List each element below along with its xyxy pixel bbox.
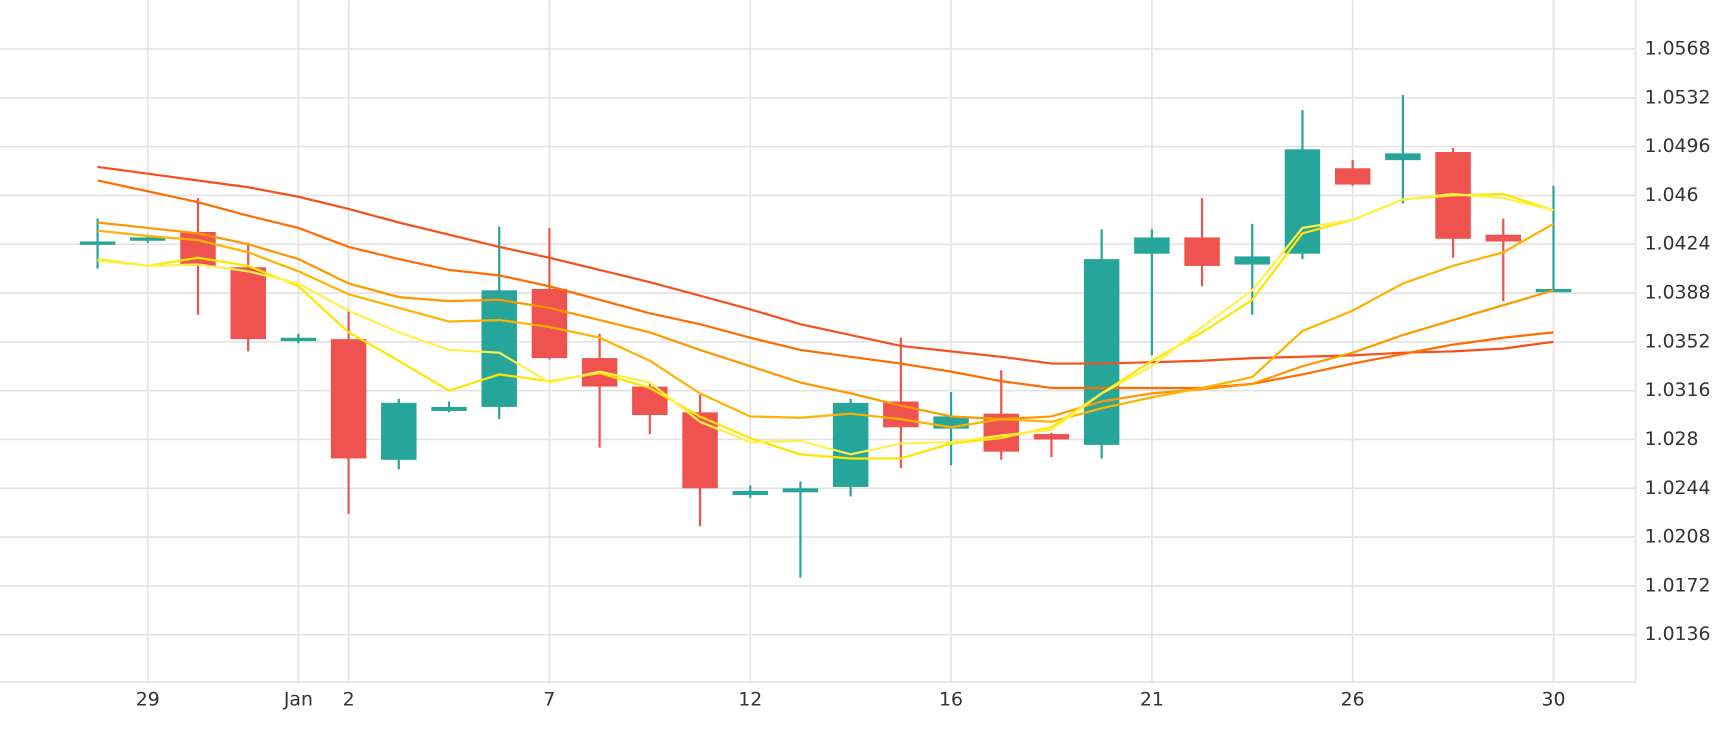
candle-body <box>1184 237 1220 266</box>
y-tick-label: 1.046 <box>1645 185 1699 206</box>
candle-body <box>1083 259 1120 445</box>
x-tick-label: 30 <box>1541 689 1565 710</box>
candle-body <box>832 402 869 487</box>
moving-average <box>97 179 1554 390</box>
x-tick-label: 12 <box>738 689 762 710</box>
candle-body <box>280 337 317 342</box>
y-tick-label: 1.0244 <box>1645 478 1711 499</box>
candle-body <box>1284 149 1321 254</box>
y-tick-label: 1.0388 <box>1645 283 1711 304</box>
candle-body <box>682 412 718 489</box>
y-tick-label: 1.0424 <box>1645 234 1711 255</box>
y-tick-label: 1.0568 <box>1645 38 1711 59</box>
x-tick-label: Jan <box>283 689 313 710</box>
candle-body <box>330 339 367 459</box>
moving-average <box>97 222 1554 429</box>
candle-body <box>1234 256 1271 265</box>
x-tick-label: 16 <box>939 689 963 710</box>
moving-average <box>97 165 1554 365</box>
y-tick-label: 1.0208 <box>1645 527 1711 548</box>
candle-body <box>230 267 266 340</box>
candle-body <box>1033 434 1070 440</box>
candle-body <box>1485 234 1522 242</box>
y-tick-label: 1.0136 <box>1645 624 1711 645</box>
candle-body <box>1334 168 1371 185</box>
y-tick-label: 1.0172 <box>1645 575 1711 596</box>
candle-body <box>79 241 116 245</box>
candle-body <box>531 288 568 359</box>
candle-body <box>381 402 417 460</box>
candle-body <box>732 490 768 496</box>
candle-body <box>431 406 467 411</box>
candle-body <box>1134 237 1170 254</box>
y-tick-label: 1.0496 <box>1645 136 1711 157</box>
candle-body <box>130 237 166 241</box>
moving-average <box>97 221 1554 421</box>
x-tick-label: 2 <box>343 689 355 710</box>
moving-average <box>97 192 1554 460</box>
grid <box>0 0 1636 683</box>
candle-body <box>1385 153 1421 161</box>
y-tick-label: 1.0532 <box>1645 87 1711 108</box>
y-tick-label: 1.0352 <box>1645 331 1711 352</box>
candle-body <box>481 290 517 407</box>
y-tick-label: 1.0316 <box>1645 380 1711 401</box>
y-tick-label: 1.028 <box>1645 429 1699 450</box>
x-tick-label: 7 <box>543 689 555 710</box>
candle-body <box>782 488 819 493</box>
x-tick-label: 21 <box>1140 689 1164 710</box>
x-tick-label: 26 <box>1341 689 1365 710</box>
moving-average <box>97 192 1554 456</box>
x-tick-label: 29 <box>136 689 160 710</box>
